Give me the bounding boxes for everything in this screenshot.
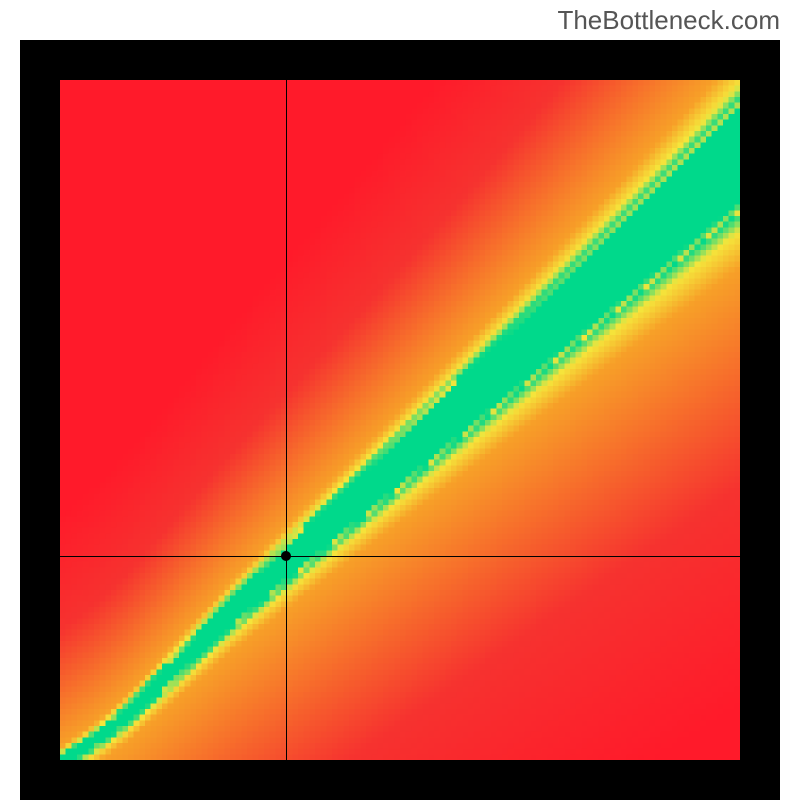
marker-point [281, 551, 291, 561]
plot-area [60, 80, 740, 760]
watermark-text: TheBottleneck.com [557, 5, 780, 36]
heatmap-canvas [60, 80, 740, 760]
chart-container: TheBottleneck.com [0, 0, 800, 800]
plot-frame [20, 40, 780, 800]
crosshair-horizontal [60, 556, 740, 557]
crosshair-vertical [286, 80, 287, 760]
